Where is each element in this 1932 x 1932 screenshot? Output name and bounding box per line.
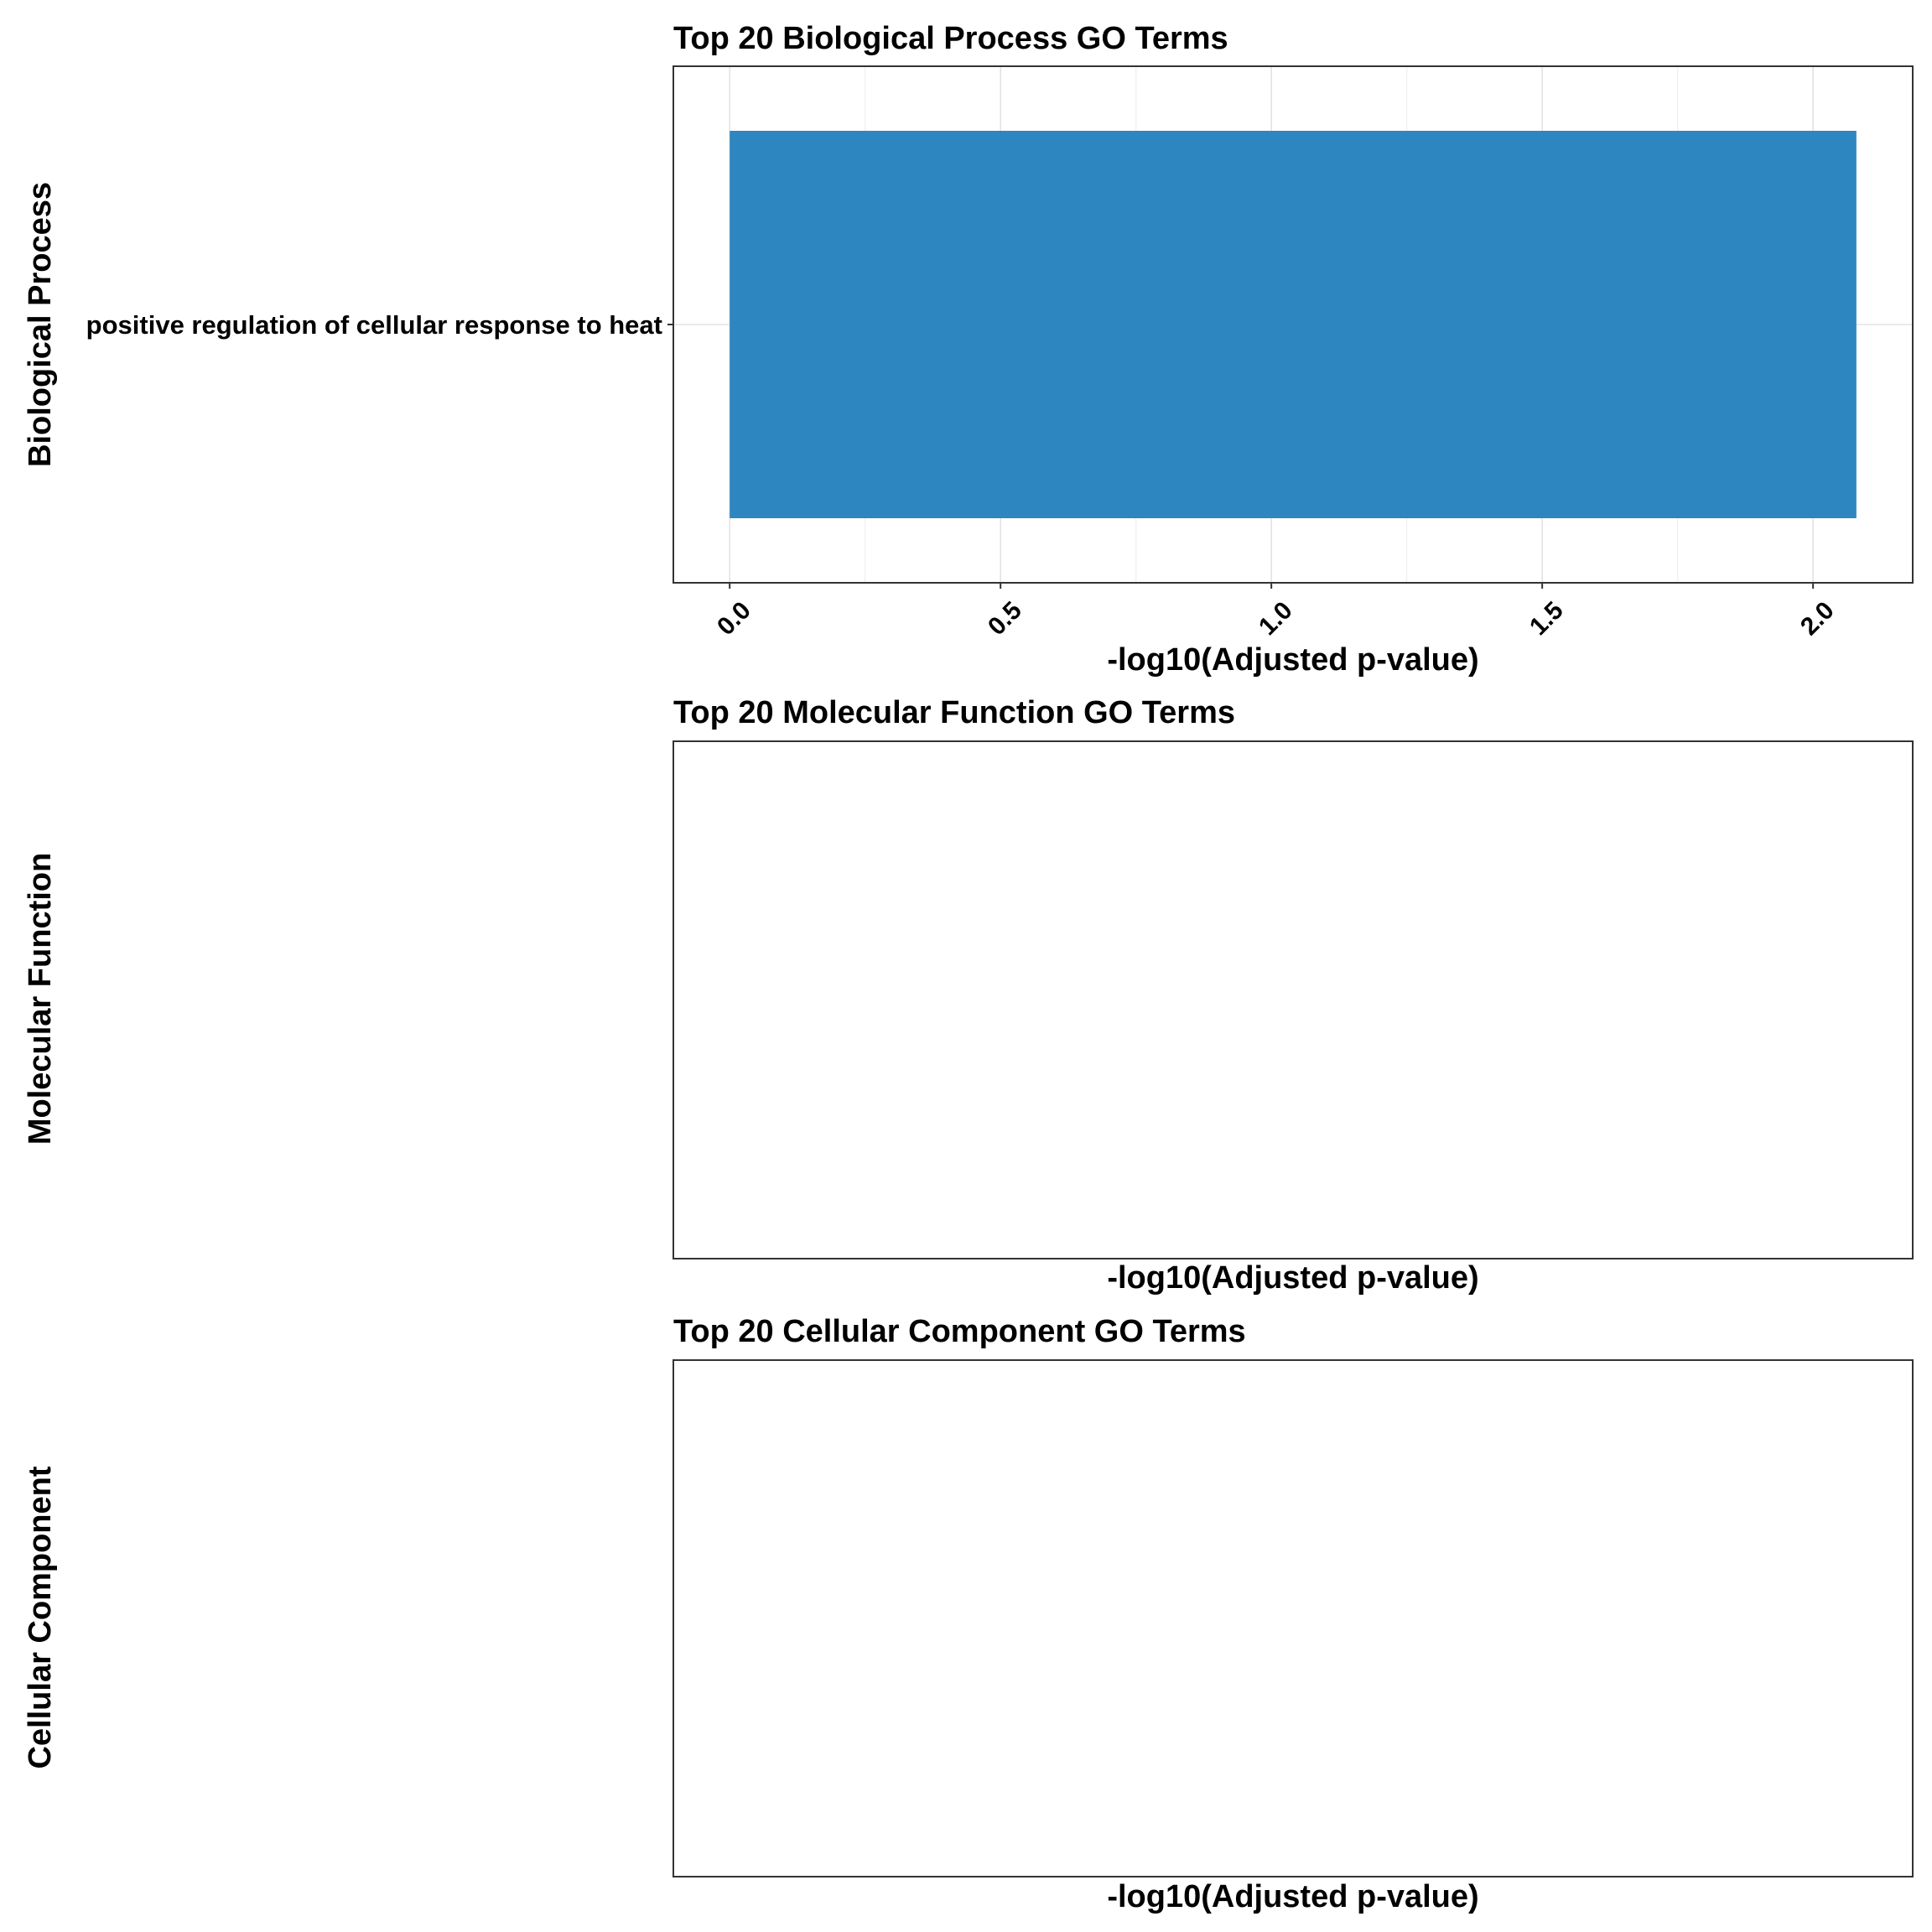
- panel-biological-process: Top 20 Biological Process GO Terms Biolo…: [23, 21, 1914, 678]
- panel-2-title: Top 20 Molecular Function GO Terms: [673, 695, 1235, 730]
- x-tick-label: 0.0: [712, 596, 756, 641]
- x-tick-label: 0.5: [983, 596, 1027, 641]
- panel-1-x-axis-title: -log10(Adjusted p-value): [1107, 642, 1478, 678]
- panel-2-x-axis-title: -log10(Adjusted p-value): [1107, 1260, 1478, 1296]
- panel-molecular-function: Top 20 Molecular Function GO Terms Molec…: [23, 695, 1914, 1296]
- panel-cellular-component: Top 20 Cellular Component GO Terms Cellu…: [23, 1314, 1914, 1914]
- panel-2-frame: [673, 740, 1914, 1259]
- panel-1-title: Top 20 Biological Process GO Terms: [673, 21, 1228, 56]
- panel-3-x-axis-title: -log10(Adjusted p-value): [1107, 1879, 1478, 1914]
- panel-1-category-labels: positive regulation of cellular response…: [86, 310, 662, 340]
- x-tick-label: 1.5: [1524, 596, 1569, 641]
- panel-3-y-axis-title: Cellular Component: [23, 1466, 58, 1768]
- panel-3-frame: [673, 1359, 1914, 1877]
- panel-3-title: Top 20 Cellular Component GO Terms: [673, 1314, 1246, 1349]
- x-tick-label: 2.0: [1795, 596, 1840, 641]
- panel-2-y-axis-title: Molecular Function: [23, 853, 58, 1145]
- panel-1-bars: [730, 131, 1857, 518]
- panel-1-y-axis-title: Biological Process: [23, 182, 58, 467]
- x-tick-label: 1.0: [1254, 596, 1298, 641]
- category-label: positive regulation of cellular response…: [86, 310, 662, 340]
- panel-1-frame: [673, 65, 1914, 584]
- bar: [730, 131, 1857, 518]
